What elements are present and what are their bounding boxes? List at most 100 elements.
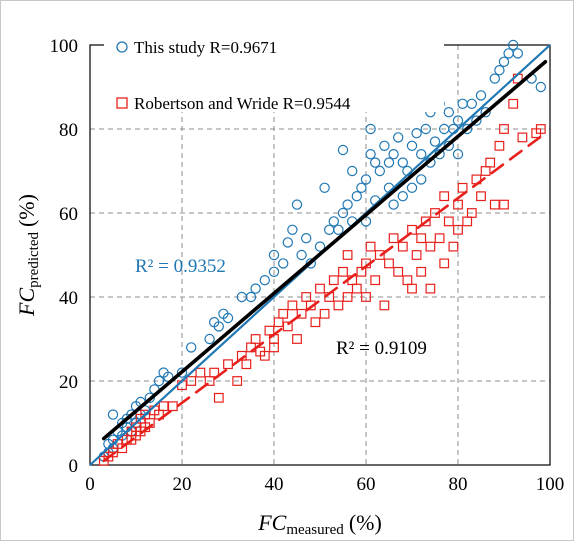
point-circle [388, 148, 399, 160]
point-square [485, 157, 496, 168]
point-circle [319, 182, 330, 193]
point-circle [287, 224, 298, 235]
point-square [342, 250, 353, 260]
point-square [416, 233, 427, 244]
point-circle [494, 64, 505, 76]
point-circle [462, 123, 473, 135]
point-circle [337, 207, 349, 219]
point-circle [480, 106, 491, 118]
point-circle [452, 148, 464, 160]
point-square [282, 321, 293, 332]
y-tick-label: 0 [69, 456, 79, 477]
point-circle [411, 127, 422, 139]
point-square [292, 334, 302, 344]
point-circle [222, 312, 234, 324]
point-circle [153, 375, 165, 387]
point-square [333, 300, 344, 311]
point-square [420, 216, 431, 227]
point-square [186, 376, 197, 386]
legend-label-robertson: Robertson and Wride R=0.9544 [134, 94, 351, 113]
point-square [499, 124, 509, 134]
point-circle [365, 148, 376, 160]
point-square [374, 250, 385, 260]
x-tick-label: 100 [536, 474, 565, 495]
point-square [241, 359, 252, 370]
point-square [319, 308, 330, 319]
point-square [287, 300, 298, 311]
point-circle [176, 367, 188, 378]
point-square [213, 392, 224, 403]
point-circle [333, 224, 344, 235]
y-tick-label: 40 [59, 288, 78, 309]
legend-marker-robertson [116, 97, 128, 109]
point-circle [416, 174, 427, 185]
point-circle [498, 56, 510, 68]
point-circle [250, 283, 261, 294]
point-square [342, 292, 353, 302]
point-circle [337, 144, 349, 156]
point-square [379, 300, 390, 311]
point-circle [291, 199, 303, 210]
point-square [407, 224, 417, 235]
y-tick-label: 60 [59, 204, 78, 225]
point-circle [305, 258, 316, 269]
x-tick-label: 80 [449, 474, 468, 495]
point-square [310, 317, 321, 328]
legend-label-this-study: This study R=0.9671 [134, 38, 277, 57]
point-circle [471, 115, 482, 126]
point-circle [466, 98, 477, 110]
point-square [195, 367, 206, 378]
point-square [453, 199, 463, 210]
point-square [384, 258, 394, 269]
point-square [466, 208, 477, 218]
point-square [425, 241, 436, 252]
point-square [232, 376, 243, 386]
point-circle [379, 140, 390, 151]
legend: This study R=0.9671 Robertson and Wride … [104, 32, 444, 113]
point-circle [512, 48, 524, 59]
series-1-points [98, 73, 546, 466]
point-square [397, 241, 408, 252]
point-circle [416, 148, 427, 160]
point-circle [489, 73, 500, 84]
x-tick-label: 20 [173, 474, 192, 495]
point-circle [107, 409, 119, 420]
x-axis-title: FCmeasured (%) [257, 510, 382, 538]
point-square [448, 241, 459, 252]
y-tick-labels: 0 20 40 60 80 100 [50, 36, 79, 477]
point-circle [328, 216, 339, 227]
point-circle [420, 123, 431, 135]
point-circle [185, 342, 197, 353]
point-circle [370, 157, 381, 168]
point-circle [282, 237, 293, 248]
point-square [351, 283, 362, 294]
point-circle [342, 199, 353, 210]
point-circle [365, 123, 376, 135]
point-circle [351, 190, 362, 202]
x-tick-label: 0 [85, 474, 95, 495]
point-circle [383, 157, 395, 168]
point-square [517, 132, 528, 143]
point-circle [475, 90, 487, 101]
point-square [434, 233, 445, 244]
point-square [416, 266, 427, 277]
legend-marker-this-study [116, 41, 128, 53]
point-square [278, 308, 289, 319]
point-square [425, 283, 436, 294]
point-circle [204, 333, 215, 345]
point-square [439, 258, 450, 269]
point-square [259, 350, 270, 361]
point-square [411, 250, 422, 260]
point-square [361, 292, 371, 302]
x-tick-labels: 0 20 40 60 80 100 [85, 474, 564, 495]
point-circle [245, 291, 257, 303]
y-tick-label: 80 [59, 120, 78, 141]
point-square [269, 342, 279, 353]
point-circle [314, 241, 326, 252]
fit-line-series-0 [102, 59, 548, 441]
point-square [457, 182, 468, 193]
point-square [443, 216, 454, 227]
point-circle [443, 106, 454, 118]
point-circle [535, 81, 547, 93]
point-circle [278, 258, 289, 269]
